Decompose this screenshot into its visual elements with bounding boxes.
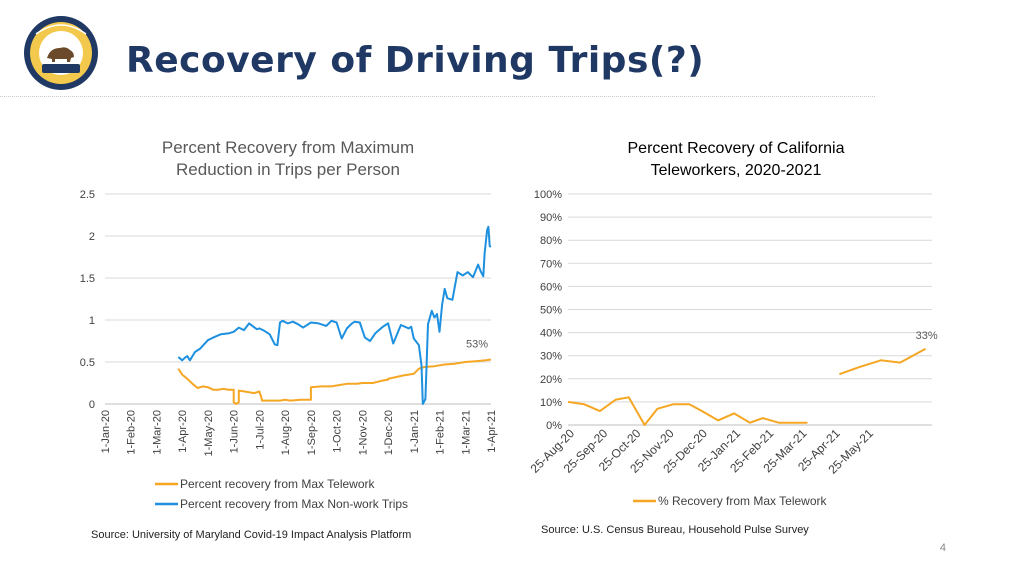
left-chart-xtick-label: 1-Jun-20	[229, 410, 241, 453]
right-chart-ytick-label: 90%	[540, 212, 562, 224]
left-chart-title-line: Reduction in Trips per Person	[176, 160, 400, 179]
left-chart-xtick-label: 1-Aug-20	[280, 410, 292, 455]
right-chart-telework-line-segment	[567, 396, 808, 426]
left-chart-nonwork-line	[177, 225, 492, 405]
left-chart-xtick-label: 1-Nov-20	[357, 410, 369, 455]
left-chart-ytick-label: 1	[89, 315, 95, 327]
left-chart-xtick-label: 1-Apr-20	[177, 410, 189, 453]
right-chart-title-line: Teleworkers, 2020-2021	[651, 162, 822, 179]
left-chart-xtick-label: 1-Jul-20	[254, 410, 266, 450]
right-chart-ytick-label: 70%	[540, 258, 562, 270]
left-chart-xtick-label: 1-Jan-21	[409, 410, 421, 453]
right-chart-source: Source: U.S. Census Bureau, Household Pu…	[541, 524, 809, 536]
right-chart-title-line: Percent Recovery of California	[628, 140, 845, 157]
left-chart-ytick-label: 0.5	[80, 357, 95, 369]
left-chart-data-label: 53%	[466, 338, 488, 350]
left-chart-ytick-label: 1.5	[80, 273, 95, 285]
left-chart-xtick-label: 1-Feb-20	[126, 410, 138, 455]
left-chart-xtick-label: 1-Sep-20	[306, 410, 318, 455]
left-chart-legend-label: Percent recovery from Max Telework	[180, 477, 376, 491]
left-chart-xtick-label: 1-Mar-20	[151, 410, 163, 455]
right-chart-legend-label: % Recovery from Max Telework	[658, 494, 827, 508]
right-chart-ytick-label: 50%	[540, 305, 562, 317]
right-chart-ytick-label: 80%	[540, 235, 562, 247]
slide-title: Recovery of Driving Trips(?)	[126, 40, 705, 81]
page-number: 4	[939, 542, 946, 554]
right-chart-ytick-label: 100%	[534, 189, 562, 201]
left-chart-legend-label: Percent recovery from Max Non-work Trips	[180, 497, 408, 511]
left-chart-xtick-label: 1-Oct-20	[332, 410, 344, 453]
right-chart-ytick-label: 40%	[540, 328, 562, 340]
left-chart-source: Source: University of Maryland Covid-19 …	[91, 529, 412, 541]
right-chart-ytick-label: 10%	[540, 397, 562, 409]
left-chart-xtick-label: 1-Feb-21	[435, 410, 447, 455]
left-chart-xtick-label: 1-May-20	[203, 410, 215, 456]
right-chart-ytick-label: 0%	[546, 420, 562, 432]
right-chart-telework-line-segment	[839, 347, 927, 376]
left-chart-xtick-label: 1-Dec-20	[383, 410, 395, 455]
left-chart-title-line: Percent Recovery from Maximum	[162, 138, 414, 157]
right-chart-ytick-label: 30%	[540, 351, 562, 363]
left-chart-telework-line	[177, 358, 492, 405]
left-chart-ytick-label: 2.5	[80, 189, 95, 201]
right-chart-ytick-label: 20%	[540, 374, 562, 386]
title-divider	[0, 96, 875, 97]
left-chart-xtick-label: 1-Jan-20	[100, 410, 112, 453]
energy-commission-seal-logo	[24, 16, 98, 90]
left-chart-xtick-label: 1-Apr-21	[486, 410, 498, 453]
right-chart-ytick-label: 60%	[540, 281, 562, 293]
left-chart-ytick-label: 2	[89, 231, 95, 243]
right-chart-data-label: 33%	[916, 330, 938, 342]
bear-icon	[47, 47, 74, 62]
left-chart-ytick-label: 0	[89, 399, 95, 411]
left-chart-xtick-label: 1-Mar-21	[460, 410, 472, 455]
